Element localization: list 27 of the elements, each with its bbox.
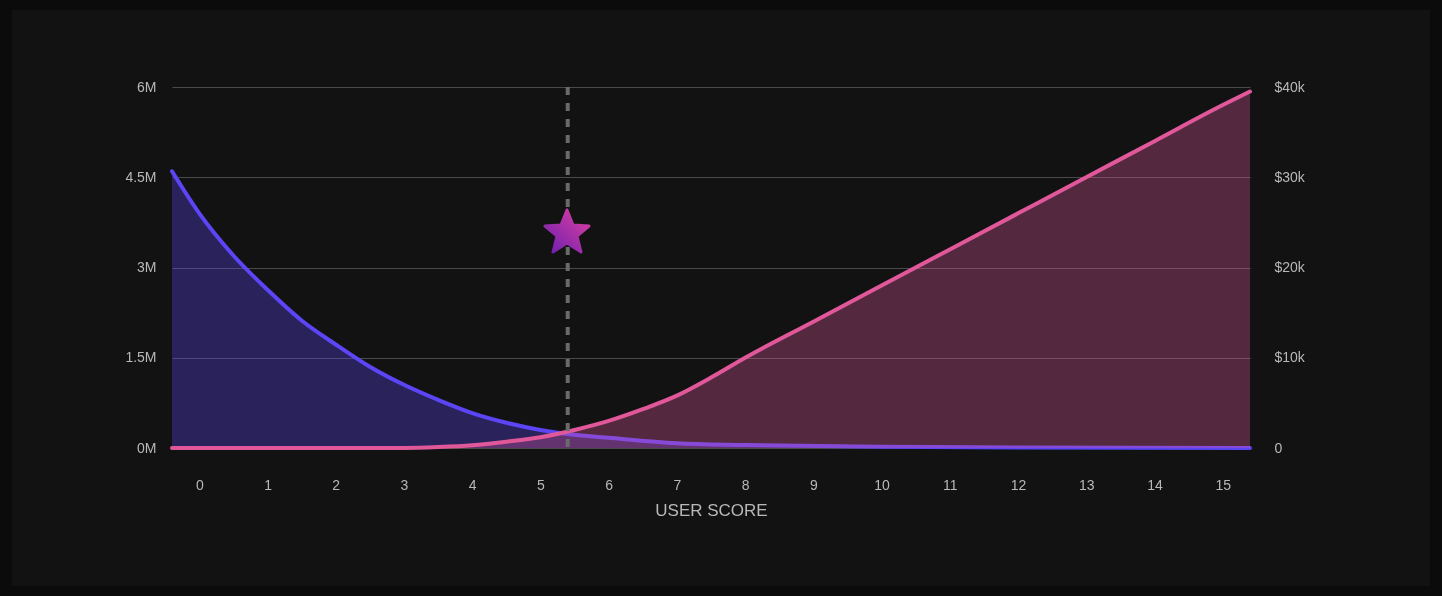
y-tick-label: 0M xyxy=(137,439,157,456)
y2-tick-label: $30k xyxy=(1274,168,1306,185)
x-tick-label: 14 xyxy=(1147,476,1163,493)
y-tick-label: 1.5M xyxy=(125,349,157,366)
y-tick-label: 4.5M xyxy=(125,168,157,185)
x-tick-label: 13 xyxy=(1078,476,1095,493)
x-axis-title: USER SCORE xyxy=(655,500,768,520)
x-tick-label: 9 xyxy=(809,476,818,493)
x-tick-label: 0 xyxy=(195,476,204,493)
y2-tick-label: $20k xyxy=(1274,259,1306,275)
x-tick-label: 1 xyxy=(264,476,273,493)
x-tick-label: 15 xyxy=(1215,476,1232,493)
y-tick-label: 6M xyxy=(137,78,157,95)
x-tick-label: 8 xyxy=(741,476,750,493)
x-tick-label: 5 xyxy=(537,476,546,493)
y-tick-label: 3M xyxy=(137,259,157,275)
y2-tick-label: $40k xyxy=(1274,78,1306,95)
x-tick-label: 12 xyxy=(1010,476,1027,493)
x-tick-label: 10 xyxy=(874,476,891,493)
x-tick-label: 6 xyxy=(605,476,614,493)
y2-tick-label: 0 xyxy=(1274,439,1283,456)
y2-tick-label: $10k xyxy=(1274,349,1306,366)
x-tick-label: 2 xyxy=(332,476,341,493)
x-tick-label: 11 xyxy=(943,476,958,493)
x-tick-label: 3 xyxy=(400,476,409,493)
x-tick-label: 7 xyxy=(673,476,682,493)
x-tick-label: 4 xyxy=(468,476,477,493)
